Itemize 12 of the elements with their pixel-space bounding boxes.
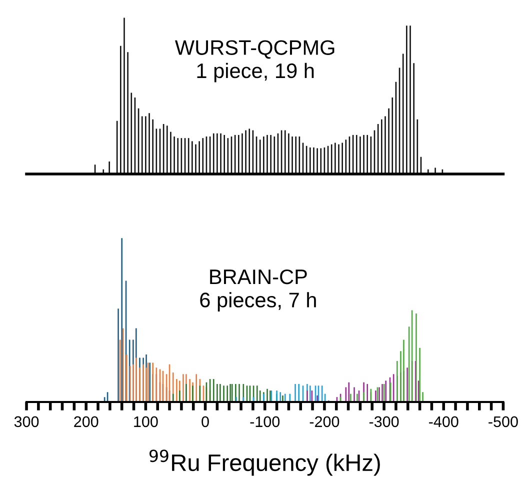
x-axis-title: $^{99}$Ru Frequency (kHz) (149, 450, 380, 476)
x-tick-label: -100 (250, 416, 280, 428)
x-tick-label: 0 (202, 416, 209, 428)
x-tick-label: 300 (14, 416, 39, 428)
x-tick-label: -200 (310, 416, 340, 428)
text: WURST-QCPMG 1 piece, 19 h (174, 40, 334, 82)
x-tick-label: -400 (429, 416, 458, 428)
x-tick-label: -500 (488, 416, 518, 428)
x-tick-label: 200 (74, 416, 98, 428)
text: BRAIN-CP 6 pieces, 7 h (200, 269, 316, 312)
x-tick-label: -300 (369, 416, 399, 428)
x-tick-label: 100 (134, 416, 158, 428)
